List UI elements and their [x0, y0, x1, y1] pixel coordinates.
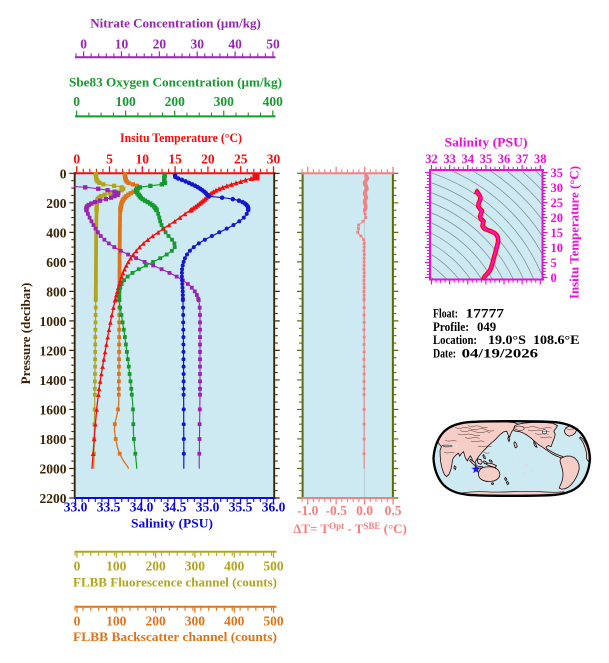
svg-text:10: 10 [551, 241, 564, 255]
svg-text:200: 200 [145, 614, 166, 629]
svg-text:Insitu Temperature (°C): Insitu Temperature (°C) [120, 130, 242, 145]
svg-text:Insitu Temperature (°C): Insitu Temperature (°C) [567, 166, 582, 299]
svg-text:100: 100 [116, 94, 137, 109]
svg-text:20: 20 [551, 211, 564, 225]
svg-text:049: 049 [477, 319, 497, 334]
svg-text:0: 0 [73, 94, 80, 109]
svg-text:0: 0 [74, 559, 81, 574]
svg-text:35: 35 [551, 166, 564, 180]
svg-text:20: 20 [201, 152, 215, 167]
svg-text:1400: 1400 [40, 373, 67, 388]
svg-text:1800: 1800 [40, 432, 67, 447]
svg-text:25: 25 [234, 152, 248, 167]
svg-text:38: 38 [534, 152, 547, 166]
svg-text:32: 32 [425, 152, 438, 166]
svg-text:ΔT= TOpt - TSBE (°C): ΔT= TOpt - TSBE (°C) [293, 521, 407, 536]
svg-text:04/19/2026: 04/19/2026 [462, 346, 539, 361]
svg-text:Salinity (PSU): Salinity (PSU) [131, 516, 213, 531]
svg-text:35.5: 35.5 [229, 500, 253, 515]
svg-text:400: 400 [46, 225, 67, 240]
svg-text:35.0: 35.0 [196, 500, 220, 515]
svg-text:2000: 2000 [40, 461, 67, 476]
svg-text:0: 0 [551, 271, 557, 285]
svg-text:100: 100 [106, 559, 127, 574]
svg-text:50: 50 [266, 37, 280, 52]
svg-text:0: 0 [73, 152, 80, 167]
svg-text:5: 5 [551, 256, 557, 270]
svg-text:10: 10 [136, 152, 150, 167]
svg-text:0.0: 0.0 [356, 503, 373, 518]
svg-text:30: 30 [267, 152, 281, 167]
svg-text:20: 20 [153, 37, 167, 52]
svg-text:30: 30 [190, 37, 204, 52]
svg-text:34.5: 34.5 [163, 500, 187, 515]
svg-text:33.5: 33.5 [97, 500, 121, 515]
svg-text:15: 15 [168, 152, 182, 167]
svg-text:Nitrate Concentration (μm/kg): Nitrate Concentration (μm/kg) [90, 16, 261, 31]
svg-text:200: 200 [165, 94, 186, 109]
svg-text:1000: 1000 [40, 314, 67, 329]
svg-text:0: 0 [60, 166, 67, 181]
svg-text:800: 800 [46, 284, 67, 299]
svg-text:40: 40 [228, 37, 242, 52]
svg-text:33.0: 33.0 [64, 500, 88, 515]
svg-text:34.0: 34.0 [130, 500, 154, 515]
svg-text:33: 33 [443, 152, 456, 166]
svg-text:100: 100 [106, 614, 127, 629]
svg-text:500: 500 [263, 559, 284, 574]
svg-text:15: 15 [551, 226, 564, 240]
svg-text:5: 5 [106, 152, 113, 167]
svg-text:-0.5: -0.5 [325, 503, 347, 518]
svg-text:25: 25 [551, 196, 564, 210]
svg-text:36: 36 [498, 152, 511, 166]
svg-text:600: 600 [46, 255, 67, 270]
svg-text:Profile:: Profile: [433, 319, 469, 334]
svg-text:2200: 2200 [40, 491, 67, 506]
svg-text:-1.0: -1.0 [297, 503, 319, 518]
svg-text:17777: 17777 [466, 306, 505, 321]
svg-text:Salinity (PSU): Salinity (PSU) [445, 135, 528, 150]
svg-text:500: 500 [263, 614, 284, 629]
svg-text:Location:: Location: [433, 332, 477, 347]
svg-text:0: 0 [74, 614, 81, 629]
svg-text:34: 34 [462, 152, 475, 166]
svg-text:19.0°S 108.6°E: 19.0°S 108.6°E [488, 332, 580, 347]
svg-text:300: 300 [185, 559, 206, 574]
svg-text:1200: 1200 [40, 343, 67, 358]
svg-text:200: 200 [46, 196, 67, 211]
svg-text:300: 300 [185, 614, 206, 629]
svg-text:300: 300 [214, 94, 235, 109]
svg-text:35: 35 [480, 152, 493, 166]
svg-text:Pressure (decibar): Pressure (decibar) [18, 283, 33, 385]
svg-text:400: 400 [263, 94, 284, 109]
svg-text:Float:: Float: [433, 306, 458, 321]
svg-text:37: 37 [516, 152, 529, 166]
svg-text:10: 10 [115, 37, 129, 52]
svg-text:400: 400 [224, 614, 245, 629]
svg-text:36.0: 36.0 [262, 500, 286, 515]
svg-text:0.5: 0.5 [385, 503, 402, 518]
svg-text:Sbe83 Oxygen Concentration (μm: Sbe83 Oxygen Concentration (μm/kg) [69, 75, 282, 90]
svg-text:FLBB Backscatter channel (coun: FLBB Backscatter channel (counts) [73, 629, 277, 644]
svg-text:1600: 1600 [40, 402, 67, 417]
svg-text:Date:: Date: [433, 346, 456, 361]
svg-text:200: 200 [145, 559, 166, 574]
svg-text:30: 30 [551, 181, 564, 195]
svg-text:FLBB Fluorescence channel (cou: FLBB Fluorescence channel (counts) [73, 575, 277, 590]
svg-text:400: 400 [224, 559, 245, 574]
svg-text:0: 0 [80, 37, 87, 52]
